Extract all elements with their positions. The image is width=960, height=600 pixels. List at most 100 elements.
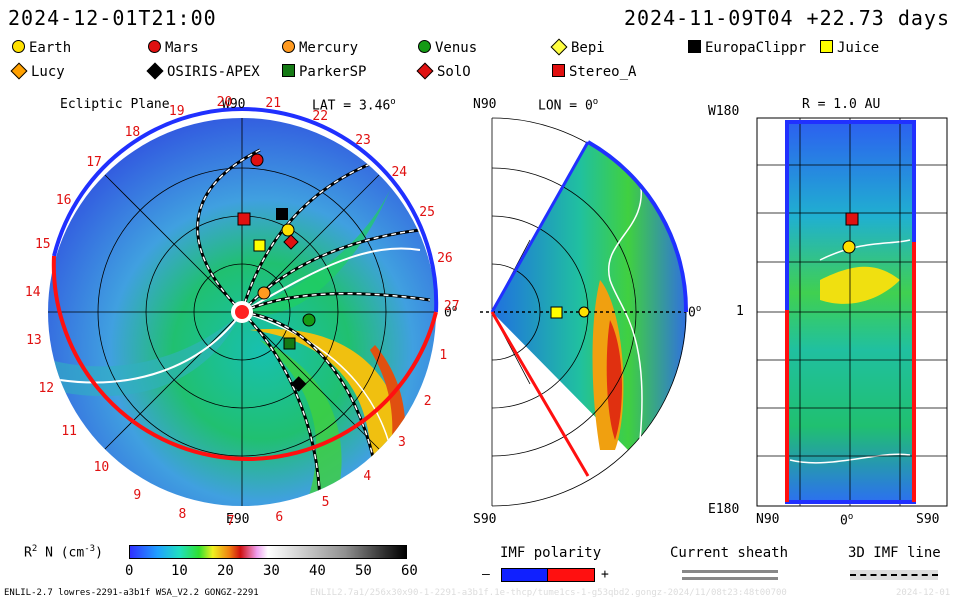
earth-marker — [281, 223, 295, 237]
right-timestamp: 2024-11-09T04 +22.73 days — [623, 6, 950, 30]
legend-label: ParkerSP — [299, 64, 367, 80]
legend-item-osiris-apex: OSIRIS-APEX — [146, 62, 260, 80]
left-timestamp: 2024-12-01T21:00 — [8, 6, 217, 30]
rotation-label: 27 — [443, 298, 460, 314]
rotation-label: 10 — [93, 460, 110, 476]
legend-item-parkersp: ParkerSP — [282, 64, 366, 80]
legend-label: EuropaClippr — [705, 40, 807, 56]
colorbar-tick: 20 — [217, 563, 234, 579]
diamond-marker-icon — [146, 62, 164, 80]
sheath-title: Current sheath — [670, 545, 789, 561]
legend-item-lucy: Lucy — [10, 62, 65, 80]
radial-right: S90 — [916, 512, 940, 527]
solo-marker — [283, 234, 299, 250]
legend-item-mars: Mars — [148, 40, 199, 56]
radial-center: 0 — [840, 513, 848, 529]
diamond-marker-icon — [550, 38, 568, 56]
ecliptic-panel — [48, 107, 439, 506]
juice-meridional-marker — [550, 306, 563, 319]
square-marker-icon — [820, 40, 833, 53]
legend-item-bepi: Bepi — [550, 38, 605, 56]
rotation-label: 15 — [34, 236, 51, 252]
circle-marker-icon — [12, 40, 25, 53]
footer-left: ENLIL-2.7 lowres-2291-a3b1f WSA_V2.2 GON… — [4, 588, 259, 598]
colorbar-tick: 10 — [171, 563, 188, 579]
lat-degree: o — [390, 97, 396, 107]
square-marker-icon — [282, 64, 295, 77]
mercury-marker — [257, 286, 271, 300]
diamond-marker-icon — [416, 62, 434, 80]
colorbar-tick: 50 — [355, 563, 372, 579]
legend-item-juice: Juice — [820, 40, 879, 56]
ecliptic-lat: LAT = 3.46 — [312, 98, 391, 114]
rotation-label: 7 — [226, 513, 235, 529]
colorbar-tick: 60 — [401, 563, 418, 579]
radial-top: W180 — [708, 104, 740, 119]
stereo-a-marker — [237, 212, 251, 226]
rotation-label: 18 — [124, 124, 141, 140]
radial-panel — [756, 117, 948, 507]
square-marker-icon — [552, 64, 565, 77]
legend-label: OSIRIS-APEX — [167, 64, 260, 80]
sun-icon — [231, 301, 253, 323]
rotation-label: 12 — [38, 380, 55, 396]
imf-plus: + — [601, 567, 609, 582]
rotation-label: 14 — [24, 284, 41, 300]
rotation-label: 5 — [321, 494, 330, 510]
radial-bottom: E180 — [708, 502, 740, 517]
right-degree: o — [451, 304, 458, 314]
meridional-zero: 0 — [688, 305, 696, 321]
earth-meridional-marker — [578, 306, 590, 318]
meridional-panel — [480, 117, 689, 507]
colorbar-tick: 0 — [125, 563, 134, 579]
circle-marker-icon — [418, 40, 431, 53]
legend-label: Venus — [435, 40, 478, 56]
rotation-label: 11 — [61, 423, 77, 439]
sheath-line-2 — [682, 577, 778, 580]
europa-clipper-marker — [276, 208, 288, 220]
imf-negative-swatch — [501, 568, 549, 582]
legend-item-earth: Earth — [12, 40, 71, 56]
density-colorbar — [129, 545, 407, 559]
imf3d-title: 3D IMF line — [848, 545, 941, 561]
rotation-label: 2 — [423, 393, 432, 409]
footer-mid: ENLIL2.7a1/256x30x90-1-2291-a3b1f.1e-thc… — [310, 588, 787, 598]
legend-item-europaclippr: EuropaClippr — [688, 40, 806, 56]
mars-marker — [250, 153, 264, 167]
rotation-label: 4 — [363, 469, 372, 485]
rotation-label: 21 — [265, 96, 282, 112]
parker-marker — [283, 337, 296, 350]
legend-label: Stereo_A — [569, 64, 637, 80]
legend-label: Mars — [165, 40, 199, 56]
rotation-label: 9 — [133, 488, 142, 504]
legend-label: Lucy — [31, 64, 65, 80]
footer-right: 2024-12-01 — [896, 588, 951, 598]
rotation-label: 26 — [437, 250, 453, 266]
square-marker-icon — [688, 40, 701, 53]
model-figure — [48, 107, 948, 507]
rotation-label: 3 — [397, 435, 406, 451]
rotation-label: 8 — [178, 506, 187, 522]
rotation-label: 22 — [312, 109, 329, 125]
juice-marker — [253, 239, 266, 252]
zero-degree: o — [695, 304, 702, 314]
radial-title: R = 1.0 AU — [802, 97, 881, 112]
radial-mid: 1 — [736, 304, 744, 319]
rotation-label: 1 — [439, 347, 448, 363]
rotation-label: 13 — [26, 333, 42, 349]
ecliptic-top-label: W90 — [222, 97, 246, 112]
rotation-label: 17 — [86, 154, 102, 170]
legend-label: Mercury — [299, 40, 359, 56]
circle-marker-icon — [282, 40, 295, 53]
rotation-label: 6 — [275, 509, 284, 525]
legend-label: SolO — [437, 64, 471, 80]
legend-label: Bepi — [571, 40, 605, 56]
ecliptic-bottom-label: E90 — [226, 512, 250, 527]
imf3d-line — [850, 574, 938, 576]
circle-marker-icon — [148, 40, 161, 53]
rotation-label: 25 — [419, 205, 435, 221]
stereo-a-radial-marker — [845, 212, 859, 226]
meridional-north: N90 — [473, 97, 497, 112]
legend-label: Earth — [29, 40, 72, 56]
center-degree: o — [847, 512, 854, 522]
